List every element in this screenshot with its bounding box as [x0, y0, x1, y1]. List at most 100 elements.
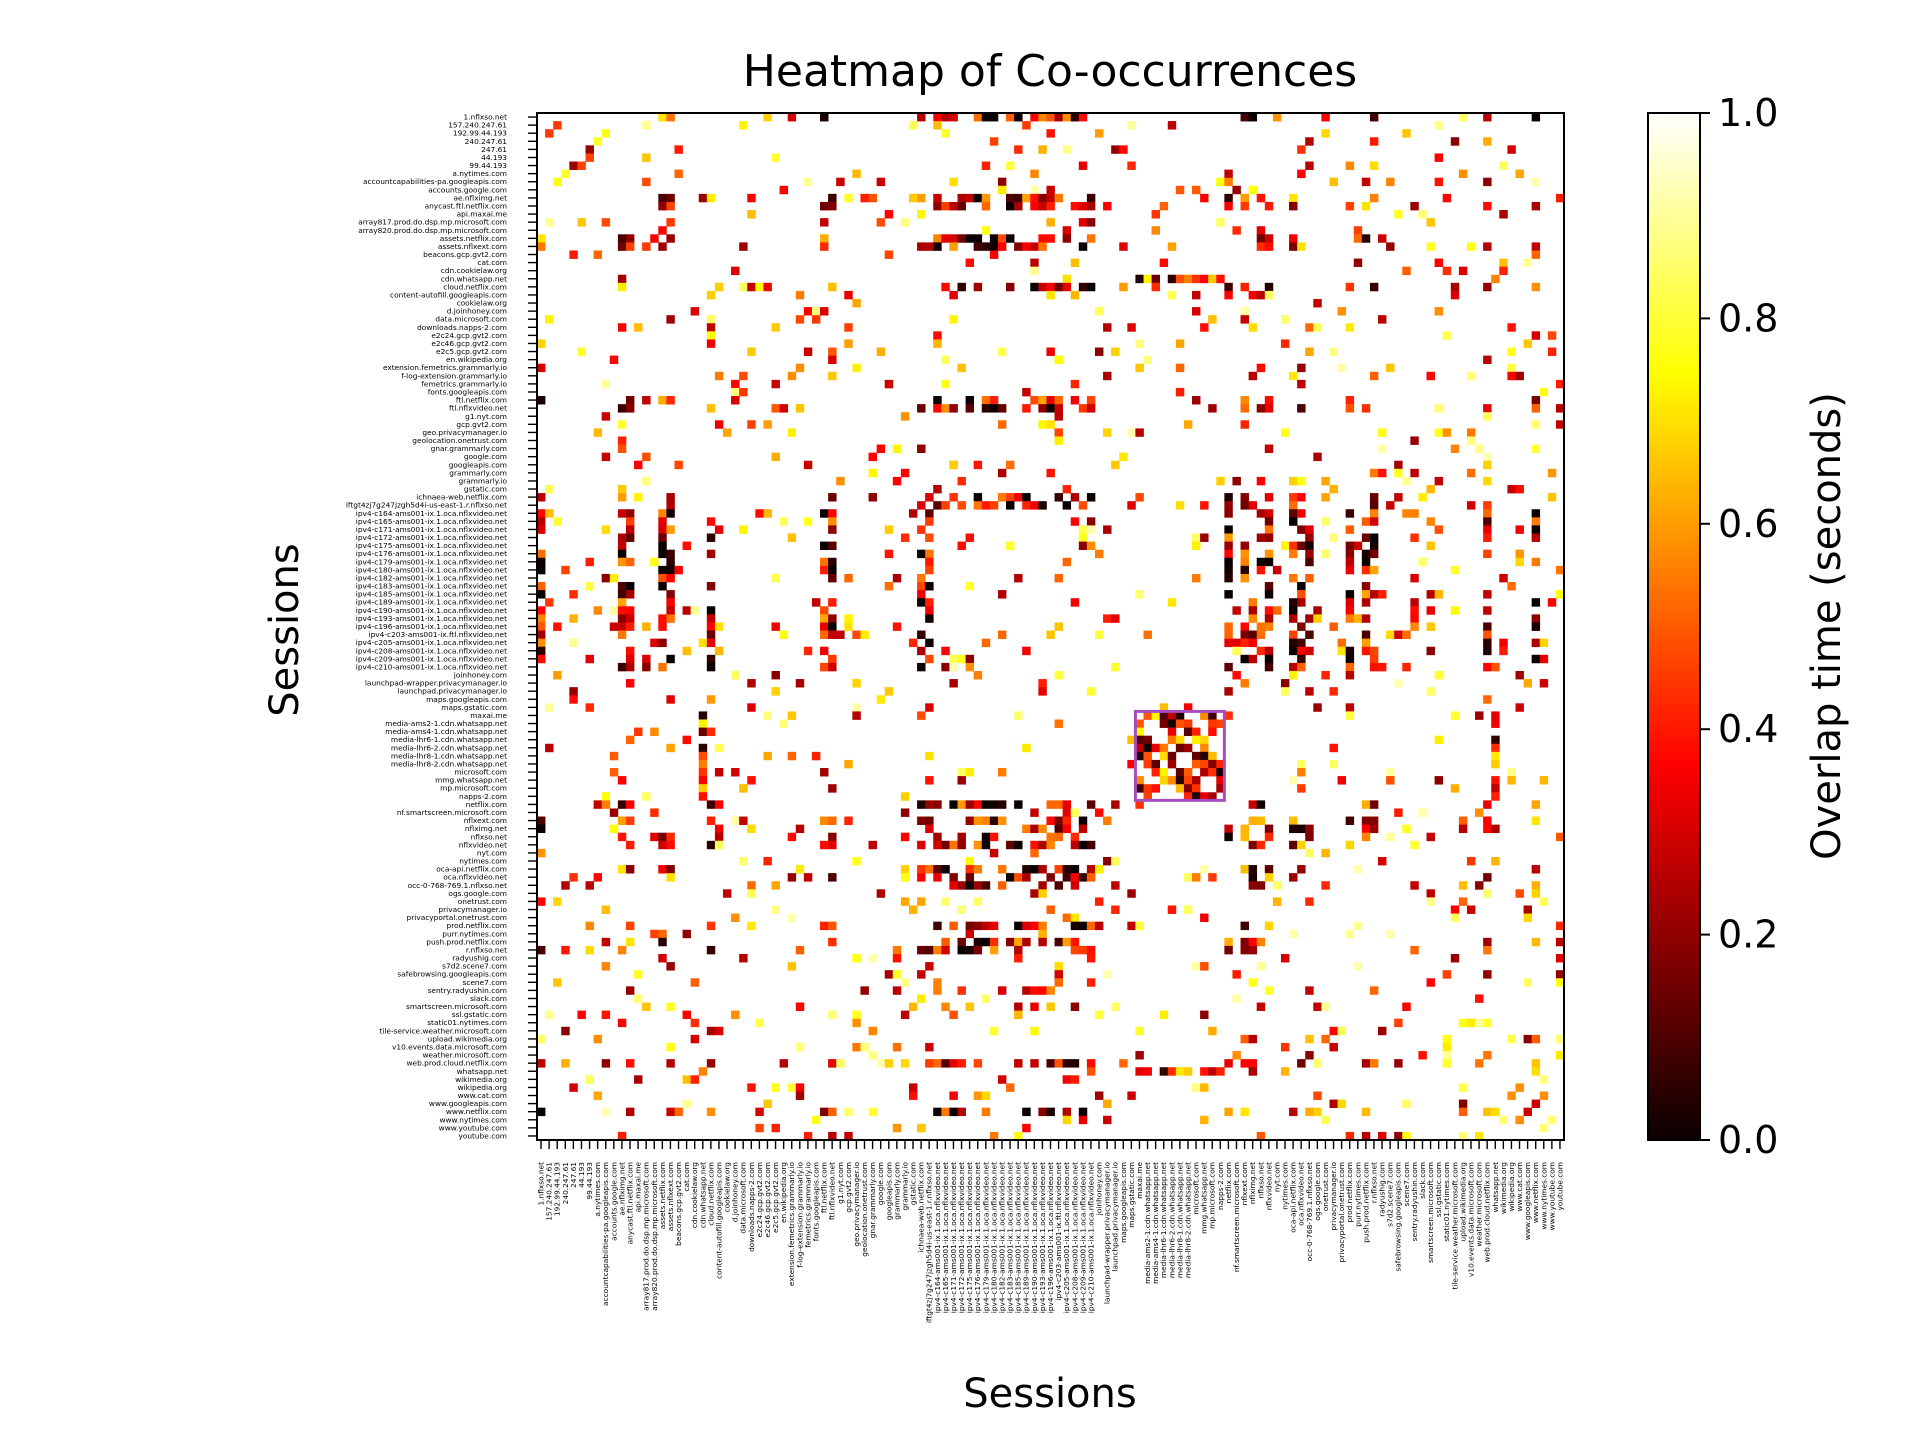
y-tick-label: safebrowsing.googleapis.com: [397, 970, 507, 979]
heatmap-cell: [666, 315, 675, 324]
heatmap-cell: [1531, 889, 1541, 898]
heatmap-cell: [1289, 840, 1298, 850]
heatmap-cell: [1078, 242, 1088, 251]
heatmap-cell: [1143, 743, 1152, 753]
heatmap-cell: [787, 832, 797, 842]
heatmap-cell: [1014, 937, 1023, 947]
heatmap-cell: [625, 679, 635, 688]
y-tick-label: nytimes.com: [459, 857, 507, 866]
heatmap-cell: [989, 921, 999, 931]
heatmap-cell: [706, 331, 716, 340]
heatmap-cell: [1256, 881, 1266, 890]
heatmap-cell: [957, 986, 966, 995]
heatmap-cell: [1378, 662, 1387, 672]
heatmap-cell: [1491, 776, 1500, 785]
heatmap-cell: [731, 1010, 740, 1020]
heatmap-cell: [1386, 768, 1395, 777]
heatmap-cell: [1394, 630, 1403, 639]
heatmap-cell: [1030, 840, 1039, 850]
heatmap-cell: [1418, 557, 1427, 567]
heatmap-cell: [1402, 1002, 1411, 1011]
heatmap-cell: [1038, 986, 1047, 995]
heatmap-cell: [1337, 1099, 1347, 1109]
heatmap-cell: [545, 743, 554, 753]
heatmap-cell: [1394, 1131, 1403, 1141]
heatmap-cell: [1483, 201, 1492, 211]
heatmap-cell: [1531, 598, 1541, 607]
heatmap-cell: [795, 1002, 805, 1011]
heatmap-cell: [1369, 590, 1379, 599]
heatmap-cell: [1070, 832, 1080, 842]
heatmap-cell: [1014, 1002, 1023, 1011]
heatmap-cell: [1038, 113, 1047, 122]
heatmap-cell: [1345, 323, 1355, 332]
heatmap-cell: [1345, 703, 1355, 712]
heatmap-cell: [666, 565, 675, 575]
heatmap-cell: [1483, 1051, 1492, 1060]
y-tick-label: 247.61: [481, 145, 507, 154]
heatmap-cell: [1361, 404, 1371, 413]
heatmap-cell: [1192, 751, 1201, 761]
heatmap-cell: [876, 218, 886, 227]
heatmap-cell: [1256, 816, 1266, 825]
heatmap-cell: [852, 298, 861, 308]
heatmap-cell: [585, 703, 594, 712]
heatmap-cell: [1369, 549, 1379, 559]
heatmap-cell: [706, 1107, 716, 1117]
heatmap-cell: [965, 193, 975, 203]
heatmap-cell: [1240, 832, 1249, 842]
heatmap-cell: [1297, 654, 1306, 664]
heatmap-cell: [917, 945, 926, 955]
heatmap-cell: [1337, 776, 1347, 785]
heatmap-cell: [941, 355, 950, 365]
heatmap-cell: [1086, 921, 1096, 931]
heatmap-cell: [698, 711, 708, 720]
heatmap-cell: [949, 654, 958, 664]
heatmap-cell: [1353, 541, 1363, 551]
heatmap-cell: [1434, 153, 1444, 162]
heatmap-cell: [553, 177, 562, 187]
heatmap-cell: [1361, 824, 1371, 834]
heatmap-cell: [981, 800, 991, 809]
heatmap-cell: [1030, 1002, 1039, 1011]
heatmap-cell: [1483, 945, 1492, 955]
heatmap-cell: [609, 751, 619, 761]
heatmap-cell: [1054, 978, 1063, 987]
heatmap-cell: [747, 776, 756, 785]
heatmap-cell: [1232, 185, 1241, 195]
x-tick-label: femetrics.grammarly.io: [803, 1162, 812, 1248]
heatmap-cell: [617, 1131, 627, 1141]
heatmap-cell: [1103, 614, 1112, 623]
heatmap-cell: [1159, 1010, 1169, 1020]
heatmap-cell: [698, 776, 708, 785]
y-tick-label: geolocation.onetrust.com: [412, 436, 507, 445]
heatmap-cell: [1345, 396, 1355, 405]
heatmap-cell: [1224, 282, 1233, 292]
heatmap-cell: [1192, 185, 1201, 195]
heatmap-cell: [658, 533, 667, 542]
heatmap-cell: [763, 856, 772, 866]
x-tick-label: media-ams4-1.cdn.whatsapp.net: [1151, 1162, 1160, 1284]
heatmap-cell: [1224, 201, 1233, 211]
heatmap-cell: [941, 840, 950, 850]
heatmap-cell: [836, 1059, 845, 1068]
heatmap-cell: [625, 921, 635, 931]
heatmap-cell: [658, 840, 667, 850]
heatmap-cell: [1022, 387, 1031, 397]
heatmap-cell: [1345, 509, 1355, 518]
heatmap-cell: [537, 816, 546, 825]
heatmap-cell: [1248, 606, 1258, 615]
heatmap-cell: [1483, 282, 1492, 292]
heatmap-cell: [852, 1018, 861, 1028]
heatmap-cell: [981, 816, 991, 825]
heatmap-cell: [933, 234, 942, 243]
y-tick-label: launchpad-wrapper.privacymanager.io: [365, 679, 508, 688]
heatmap-cell: [1369, 662, 1379, 672]
heatmap-cell: [1086, 978, 1096, 987]
heatmap-cell: [1183, 727, 1193, 737]
x-tick-label: www.cat.com: [1515, 1162, 1524, 1211]
heatmap-cell: [1499, 210, 1508, 219]
heatmap-cell: [747, 1083, 756, 1092]
heatmap-cell: [698, 719, 708, 728]
y-tick-label: www.nytimes.com: [439, 1115, 507, 1124]
